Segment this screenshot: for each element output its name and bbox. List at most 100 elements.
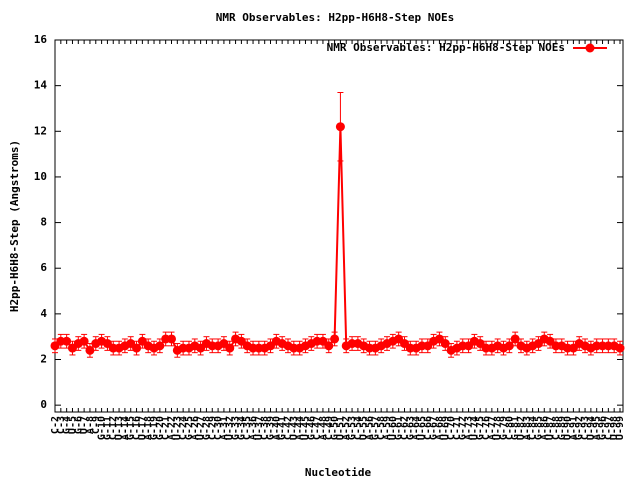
- x-tick-label: C-24: [178, 416, 189, 440]
- data-point: [330, 334, 340, 344]
- x-tick-label: G-34: [236, 416, 247, 440]
- x-tick-label: U-60: [388, 416, 399, 440]
- x-tick-label: G-72: [458, 416, 469, 440]
- x-tick-label: A-64: [411, 416, 422, 440]
- x-tick-label: C-47: [312, 416, 323, 440]
- data-point: [335, 122, 345, 132]
- x-tick-label: U-94: [586, 416, 597, 440]
- x-tick-label: C-21: [161, 416, 172, 440]
- plot-frame: [54, 39, 624, 413]
- x-tick-label: C-97: [603, 416, 614, 440]
- x-tick-label: G-61: [394, 416, 405, 440]
- x-tick-label: U-43: [289, 416, 300, 440]
- x-tick-label: C-66: [423, 416, 434, 440]
- x-tick-label: A-77: [487, 416, 498, 440]
- x-tick-label: C-38: [260, 416, 271, 440]
- x-tick-label: A-40: [271, 416, 282, 440]
- data-point: [324, 341, 334, 351]
- x-tick-label: A-48: [318, 416, 329, 440]
- y-tick-label: 8: [40, 216, 47, 229]
- x-tick-label: U-78: [493, 416, 504, 440]
- data-point: [79, 336, 89, 346]
- x-tick-label: A-22: [166, 416, 177, 440]
- x-tick-label: G-53: [347, 416, 358, 440]
- x-tick-label: C-93: [580, 416, 591, 440]
- x-tick-label: G-96: [598, 416, 609, 440]
- x-tick-label: C-54: [353, 416, 364, 440]
- x-tick-label: C-84: [528, 416, 539, 440]
- x-tick-label: U-5: [67, 416, 78, 434]
- data-point: [155, 341, 165, 351]
- x-tick-label: A-68: [434, 416, 445, 440]
- x-tick-label: U-27: [196, 416, 207, 440]
- x-tick-label: G-63: [405, 416, 416, 440]
- x-tick-label: U-37: [254, 416, 265, 440]
- x-tick-label: U-87: [545, 416, 556, 440]
- x-tick-label: G-28: [201, 416, 212, 440]
- x-tick-label: U-51: [335, 416, 346, 440]
- x-tick-label: C-16: [132, 416, 143, 440]
- x-tick-label: G-85: [533, 416, 544, 440]
- x-tick-label: A-18: [143, 416, 154, 440]
- x-tick-label: C-42: [283, 416, 294, 440]
- y-tick-label: 14: [34, 79, 48, 92]
- x-tick-label: A-44: [295, 416, 306, 440]
- x-tick-label: A-95: [592, 416, 603, 440]
- x-tick-label: G-41: [277, 416, 288, 440]
- y-tick-label: 2: [40, 353, 47, 366]
- x-tick-label: A-8: [85, 416, 96, 434]
- x-tick-label: U-23: [172, 416, 183, 440]
- data-point: [440, 339, 450, 349]
- x-tick-label: U-90: [563, 416, 574, 440]
- x-tick-label: U-65: [417, 416, 428, 440]
- data-point: [615, 343, 625, 353]
- x-tick-label: C-29: [207, 416, 218, 440]
- x-tick-label: C-71: [452, 416, 463, 440]
- x-tick-label: A-52: [341, 416, 352, 440]
- data-point: [504, 341, 514, 351]
- x-tick-label: G-10: [97, 416, 108, 440]
- x-tick-label: A-83: [522, 416, 533, 440]
- x-tick-label: A-59: [382, 416, 393, 440]
- x-axis-label: Nucleotide: [305, 466, 372, 479]
- x-tick-label: A-26: [190, 416, 201, 440]
- x-tick-label: G-89: [557, 416, 568, 440]
- x-tick-label: G-39: [266, 416, 277, 440]
- x-tick-label: C-70: [446, 416, 457, 440]
- x-tick-label: G-50: [330, 416, 341, 440]
- x-tick-label: C-58: [376, 416, 387, 440]
- x-tick-label: U-99: [615, 416, 626, 440]
- x-tick-label: G-15: [126, 416, 137, 440]
- x-tick-label: U-17: [137, 416, 148, 440]
- x-tick-label: G-75: [475, 416, 486, 440]
- x-tick-label: A-36: [248, 416, 259, 440]
- x-tick-label: C-9: [91, 416, 102, 434]
- x-tick-label: G-57: [370, 416, 381, 440]
- x-tick-label: C-30: [213, 416, 224, 440]
- x-tick-label: G-46: [306, 416, 317, 440]
- legend-marker: [585, 43, 595, 53]
- x-tick-label: U-74: [469, 416, 480, 440]
- x-tick-label: G-33: [231, 416, 242, 440]
- x-tick-label: C-2: [50, 416, 61, 434]
- x-tick-label: U-13: [114, 416, 125, 440]
- x-tick-label: A-56: [365, 416, 376, 440]
- x-tick-label: G-92: [574, 416, 585, 440]
- x-tick-label: G-19: [149, 416, 160, 440]
- x-tick-label: U-69: [440, 416, 451, 440]
- data-point: [62, 336, 72, 346]
- y-tick-label: 4: [40, 307, 47, 320]
- x-tick-label: C-80: [504, 416, 515, 440]
- data-point: [225, 343, 235, 353]
- x-tick-label: G-81: [510, 416, 521, 440]
- x-tick-label: G-67: [429, 416, 440, 440]
- x-tick-label: G-79: [499, 416, 510, 440]
- data-point: [132, 343, 142, 353]
- x-tick-label: A-31: [219, 416, 230, 440]
- y-tick-label: 16: [34, 33, 48, 46]
- x-tick-label: G-6: [73, 416, 84, 434]
- x-tick-label: U-82: [516, 416, 527, 440]
- x-tick-label: G-11: [102, 416, 113, 440]
